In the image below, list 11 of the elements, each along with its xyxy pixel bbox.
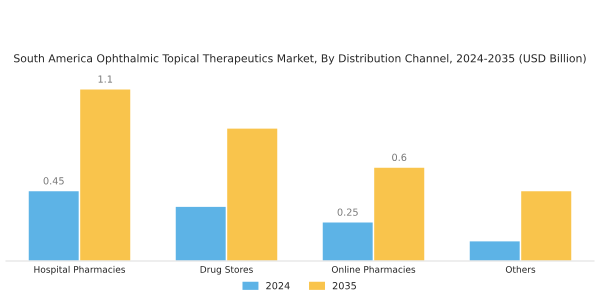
legend-label: 2024 — [266, 282, 290, 290]
x-tick-label: Hospital Pharmacies — [34, 266, 126, 275]
data-label: 0.6 — [392, 154, 406, 162]
x-tick-label: Online Pharmacies — [332, 266, 416, 273]
data-label: 0.45 — [44, 177, 64, 184]
x-tick-label: Others — [506, 266, 536, 273]
x-tick-label: Drug Stores — [200, 266, 253, 275]
legend-label: 2035 — [332, 282, 356, 290]
data-label: 1.1 — [98, 76, 112, 83]
chart-title: South America Ophthalmic Topical Therapeutics Market, By Distribution Channel, 2024-2035 (USD Billion) — [14, 54, 586, 64]
data-label: 0.25 — [338, 208, 358, 216]
